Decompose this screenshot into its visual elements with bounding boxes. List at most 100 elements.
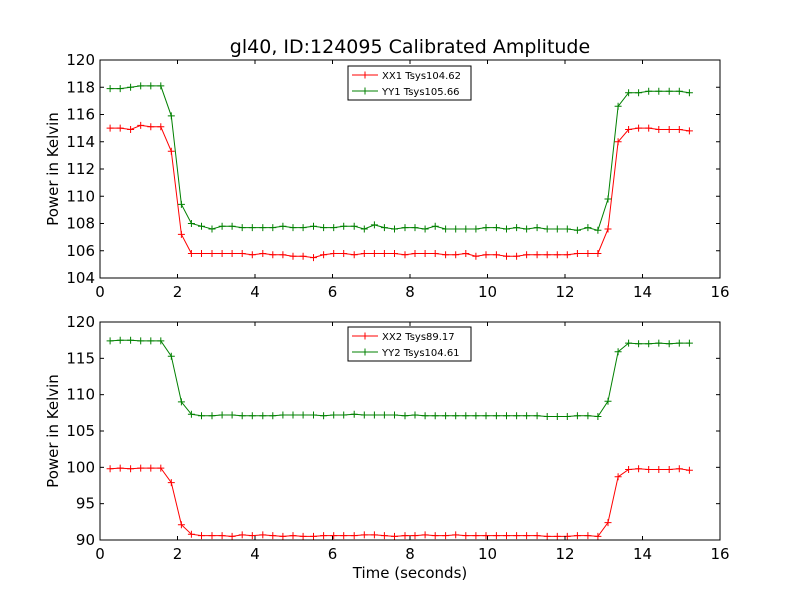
data-point <box>259 250 267 257</box>
data-point <box>604 397 612 405</box>
data-point <box>340 411 348 419</box>
data-point <box>167 352 175 360</box>
data-point <box>310 532 317 540</box>
data-point <box>452 225 460 233</box>
data-point <box>279 222 287 230</box>
x-tick-label: 12 <box>555 283 574 301</box>
data-point <box>482 224 490 232</box>
data-point <box>665 340 673 348</box>
data-point <box>665 126 673 133</box>
data-point <box>442 251 450 259</box>
figure-title: gl40, ID:124095 Calibrated Amplitude <box>230 36 590 58</box>
data-point <box>533 412 541 420</box>
data-point <box>259 412 267 420</box>
data-point <box>594 532 602 540</box>
data-point <box>472 412 480 420</box>
data-point <box>401 412 409 420</box>
data-point <box>513 412 521 420</box>
y-tick-label: 110 <box>66 386 95 404</box>
data-point <box>289 532 297 540</box>
data-point <box>584 224 592 232</box>
y-tick-label: 115 <box>66 349 95 367</box>
data-point <box>523 225 531 233</box>
series-line-1 <box>110 124 690 259</box>
data-point <box>167 479 175 487</box>
y-tick-label: 110 <box>66 187 95 205</box>
data-point <box>655 466 663 473</box>
data-point <box>553 532 561 540</box>
legend-label: YY2 Tsys104.61 <box>381 348 460 359</box>
data-point <box>106 337 114 345</box>
data-point <box>228 250 236 257</box>
data-point <box>442 532 450 540</box>
data-point <box>370 411 378 419</box>
data-point <box>127 126 135 133</box>
data-point <box>533 251 541 259</box>
data-point <box>147 82 155 90</box>
data-point <box>330 250 338 257</box>
data-point <box>563 251 571 259</box>
data-point <box>310 254 317 262</box>
data-point <box>543 413 551 420</box>
data-point <box>635 89 643 97</box>
data-point <box>523 532 531 540</box>
data-point <box>604 519 612 527</box>
data-point <box>573 412 581 420</box>
data-point <box>442 225 450 233</box>
y-tick-label: 105 <box>66 422 95 440</box>
data-point <box>147 464 155 472</box>
data-point <box>228 532 236 540</box>
data-point <box>584 250 592 257</box>
data-point <box>380 224 388 232</box>
data-point <box>177 521 185 529</box>
data-point <box>198 412 205 420</box>
data-point <box>127 465 135 473</box>
data-point <box>137 464 145 472</box>
data-point <box>299 532 307 540</box>
data-point <box>604 195 612 203</box>
data-point <box>553 225 561 233</box>
data-point <box>523 251 531 259</box>
data-point <box>177 200 185 208</box>
data-point <box>563 225 571 233</box>
data-point <box>492 251 500 259</box>
data-point <box>289 224 297 232</box>
data-point <box>228 411 236 419</box>
data-point <box>289 252 297 260</box>
data-point <box>401 532 409 540</box>
data-point <box>452 251 460 259</box>
data-point <box>187 410 195 418</box>
data-point <box>452 412 460 420</box>
data-point <box>635 465 643 473</box>
data-point <box>685 127 693 135</box>
data-point <box>370 531 378 539</box>
data-point <box>137 121 145 129</box>
data-point <box>269 412 277 420</box>
data-point <box>218 532 226 540</box>
data-point <box>259 531 267 539</box>
data-point <box>218 222 226 230</box>
data-point <box>391 250 398 257</box>
data-point <box>310 222 317 230</box>
x-tick-label: 0 <box>95 545 105 563</box>
data-point <box>401 251 409 259</box>
data-point <box>421 412 429 420</box>
y-tick-label: 106 <box>66 242 95 260</box>
data-point <box>350 532 358 540</box>
data-point <box>218 411 226 419</box>
data-point <box>360 225 368 233</box>
data-point <box>380 250 388 257</box>
data-point <box>208 225 216 233</box>
data-point <box>513 532 521 540</box>
data-point <box>675 465 683 473</box>
data-point <box>147 123 155 131</box>
data-point <box>116 336 124 344</box>
data-point <box>492 532 500 540</box>
data-point <box>127 83 135 91</box>
legend-label: YY1 Tsys105.66 <box>381 87 460 98</box>
data-point <box>360 531 368 539</box>
data-point <box>198 222 205 230</box>
data-point <box>523 412 531 420</box>
data-point <box>340 222 348 230</box>
legend-marker <box>361 71 369 79</box>
